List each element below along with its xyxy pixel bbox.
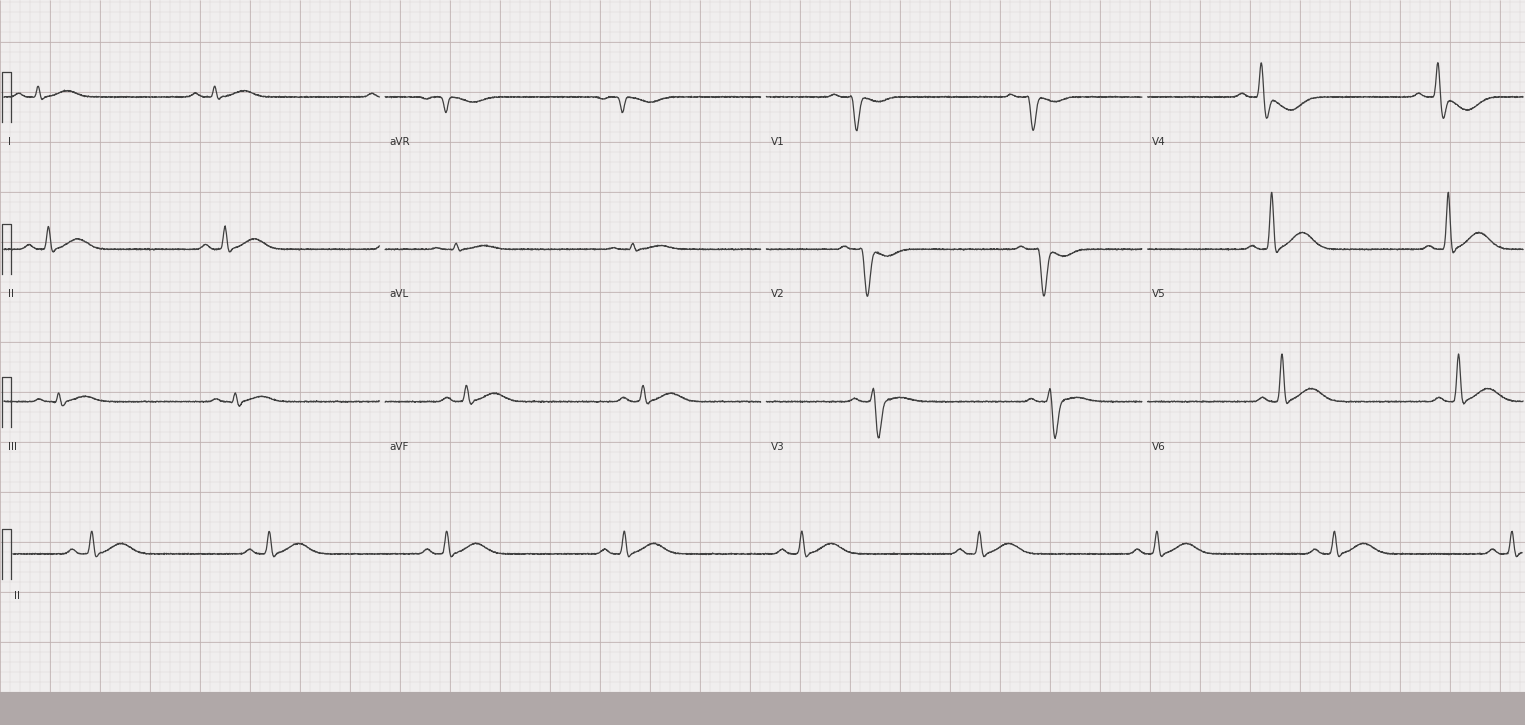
- Text: II: II: [14, 591, 20, 601]
- Text: aVF: aVF: [389, 442, 409, 452]
- Text: I: I: [8, 137, 11, 147]
- Text: II: II: [8, 289, 14, 299]
- Text: V2: V2: [770, 289, 784, 299]
- Text: aVL: aVL: [389, 289, 409, 299]
- Text: V6: V6: [1151, 442, 1165, 452]
- Text: III: III: [8, 442, 17, 452]
- Text: V3: V3: [770, 442, 784, 452]
- Text: V5: V5: [1151, 289, 1165, 299]
- Text: V1: V1: [770, 137, 784, 147]
- Text: V4: V4: [1151, 137, 1165, 147]
- Bar: [0, 692, 1525, 725]
- Text: aVR: aVR: [389, 137, 410, 147]
